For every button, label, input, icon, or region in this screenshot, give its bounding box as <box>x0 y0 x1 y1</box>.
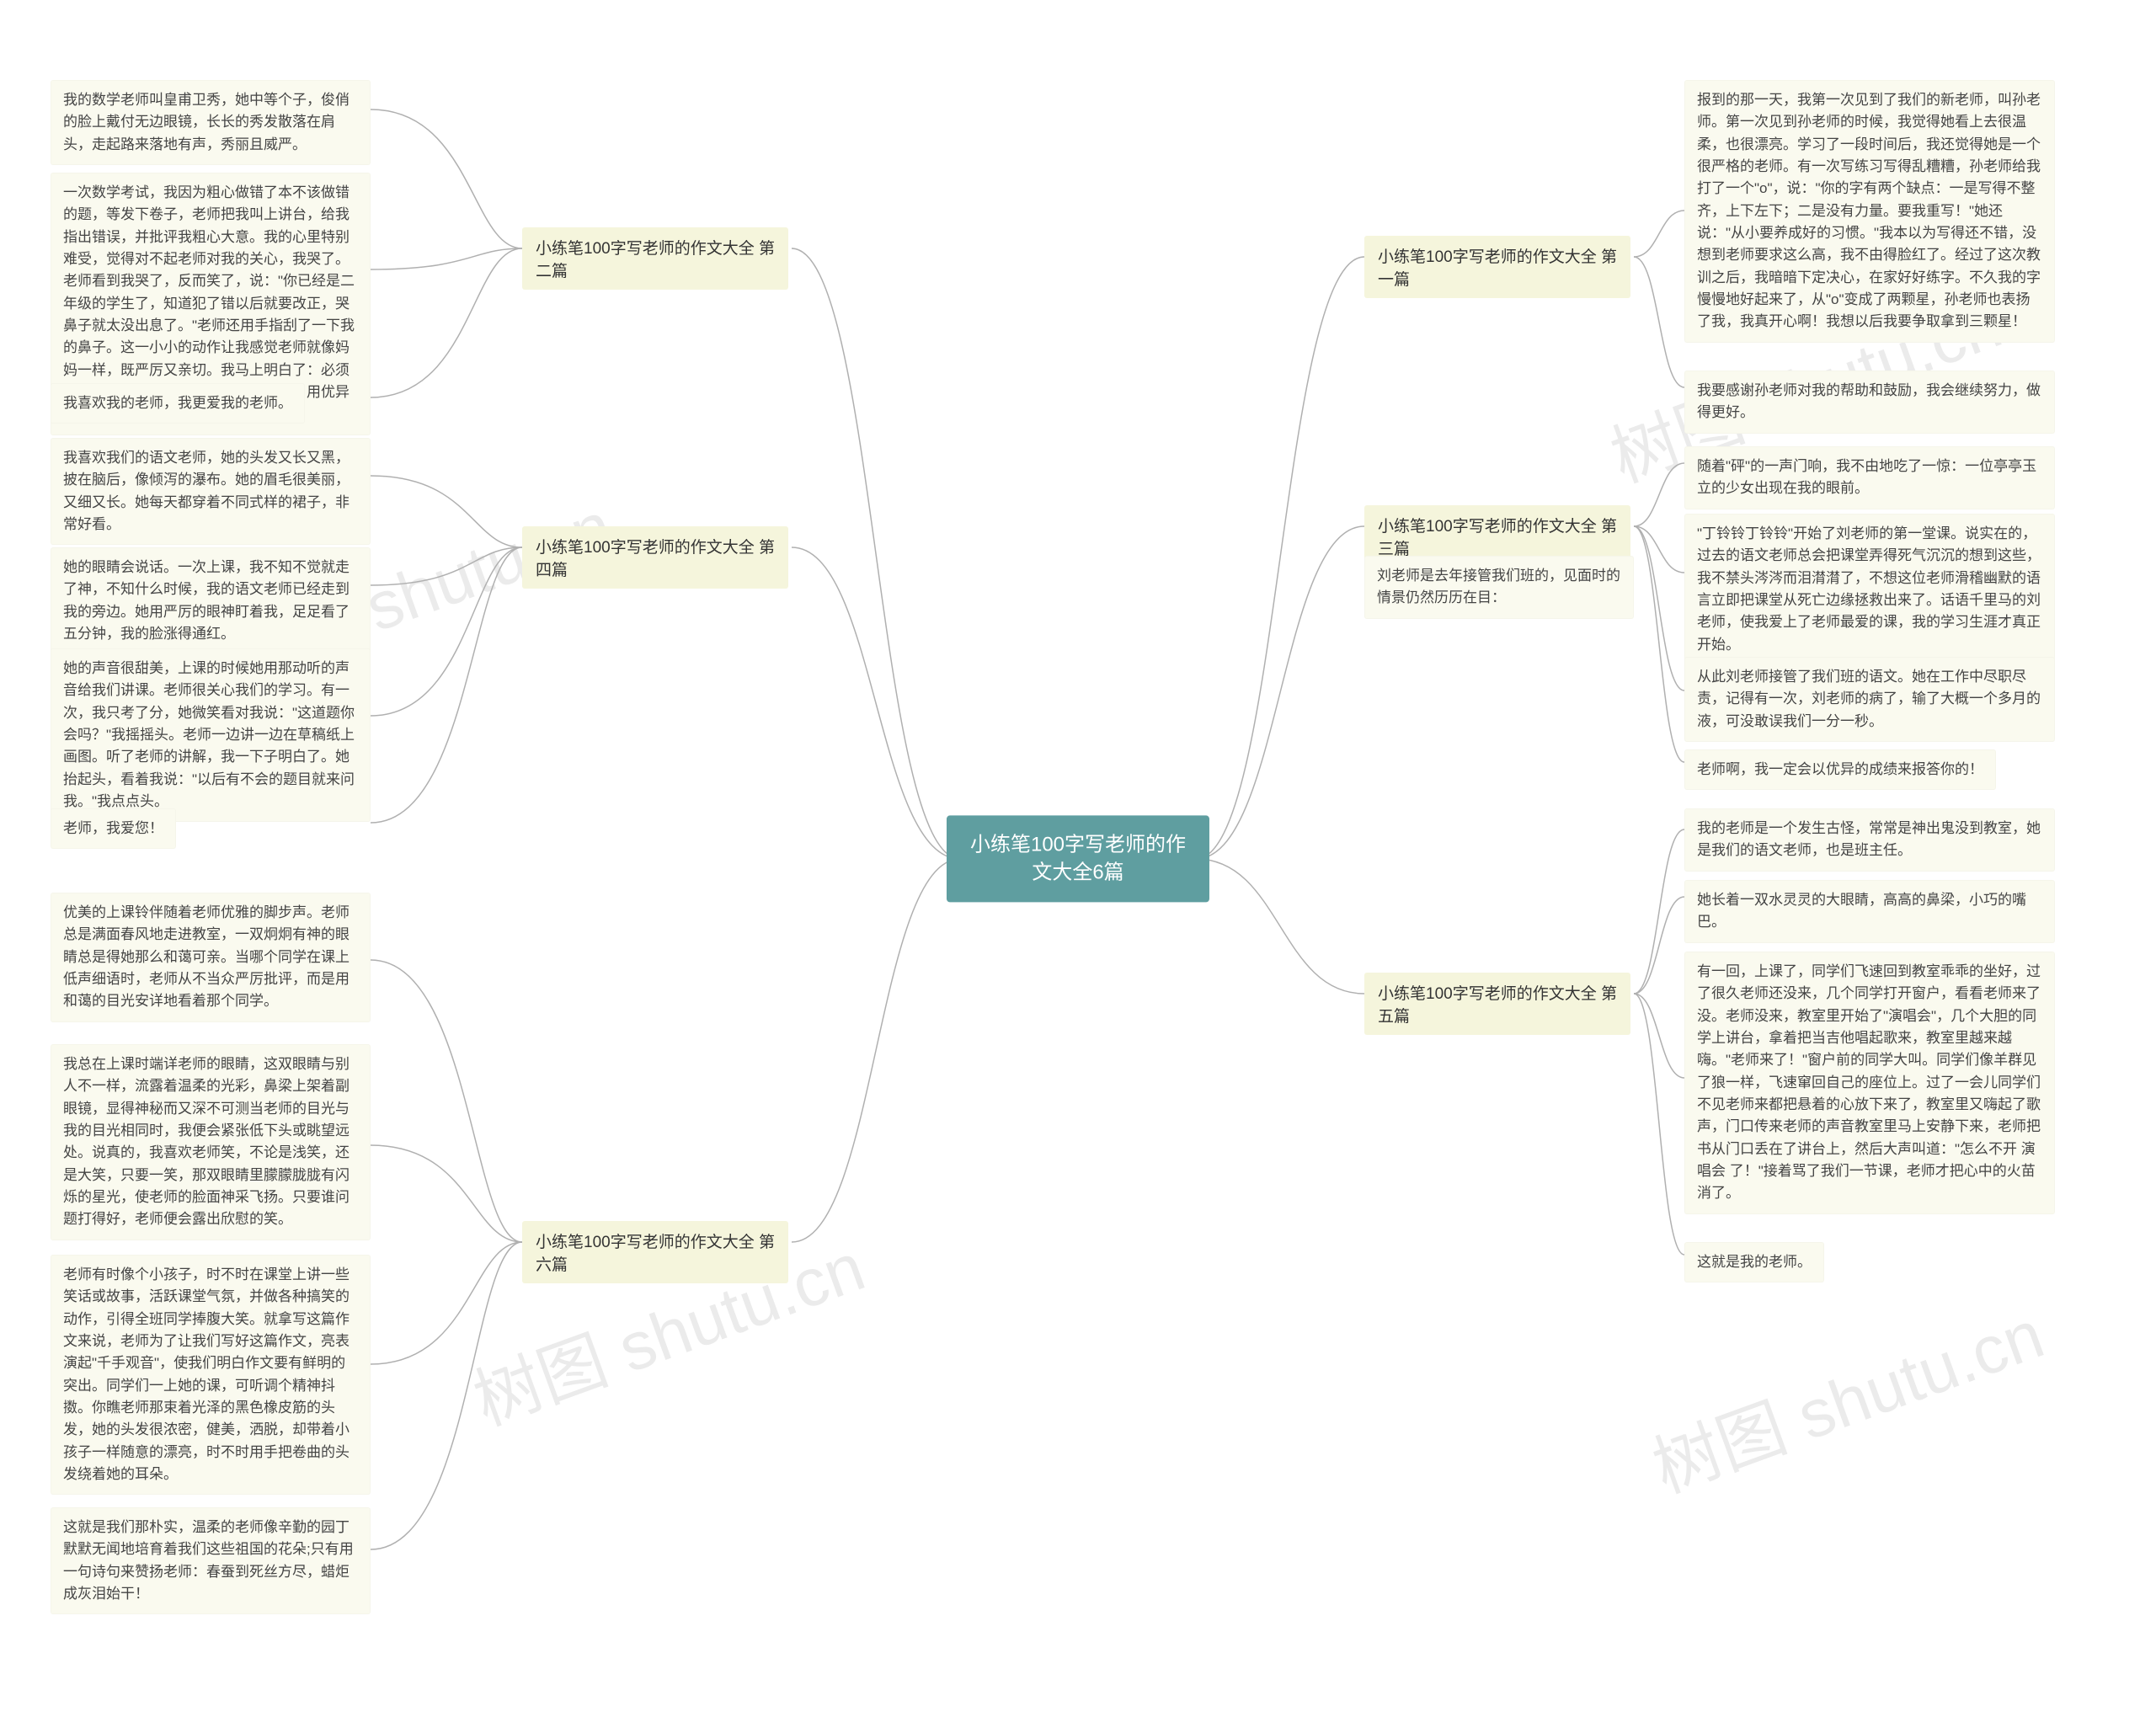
branch-4: 小练笔100字写老师的作文大全 第 四篇 <box>522 526 788 589</box>
leaf-b2-3: 我喜欢我的老师，我更爱我的老师。 <box>51 383 305 424</box>
leaf-b3-5: 老师啊，我一定会以优异的成绩来报答你的！ <box>1684 749 1996 790</box>
branch-2: 小练笔100字写老师的作文大全 第 二篇 <box>522 227 788 290</box>
leaf-b3-2: "丁铃铃丁铃铃"开始了刘老师的第一堂课。说实在的，过去的语文老师总会把课堂弄得死… <box>1684 514 2055 665</box>
branch-1: 小练笔100字写老师的作文大全 第 一篇 <box>1364 236 1630 298</box>
leaf-b6-2: 我总在上课时端详老师的眼睛，这双眼睛与别人不一样，流露着温柔的光彩，鼻梁上架着副… <box>51 1044 371 1240</box>
watermark: 树图 shutu.cn <box>1638 1281 2055 1512</box>
leaf-b4-1: 我喜欢我们的语文老师，她的头发又长又黑，披在脑后，像倾泻的瀑布。她的眉毛很美丽，… <box>51 438 371 545</box>
leaf-b5-2: 她长着一双水灵灵的大眼睛，高高的鼻梁，小巧的嘴巴。 <box>1684 880 2055 943</box>
leaf-b5-3: 有一回，上课了，同学们飞速回到教室乖乖的坐好，过了很久老师还没来，几个同学打开窗… <box>1684 952 2055 1214</box>
leaf-b1-2: 我要感谢孙老师对我的帮助和鼓励，我会继续努力，做得更好。 <box>1684 371 2055 434</box>
leaf-b1-1: 报到的那一天，我第一次见到了我们的新老师，叫孙老师。第一次见到孙老师的时候，我觉… <box>1684 80 2055 343</box>
leaf-b6-3: 老师有时像个小孩子，时不时在课堂上讲一些笑话或故事，活跃课堂气氛，并做各种搞笑的… <box>51 1255 371 1495</box>
leaf-b3-1: 随着"砰"的一声门响，我不由地吃了一惊：一位亭亭玉立的少女出现在我的眼前。 <box>1684 446 2055 509</box>
leaf-b5-4: 这就是我的老师。 <box>1684 1242 1824 1282</box>
center-node: 小练笔100字写老师的作 文大全6篇 <box>947 815 1209 902</box>
leaf-b4-3: 她的声音很甜美，上课的时候她用那动听的声音给我们讲课。老师很关心我们的学习。有一… <box>51 648 371 822</box>
branch-5: 小练笔100字写老师的作文大全 第 五篇 <box>1364 973 1630 1035</box>
leaf-b4-2: 她的眼睛会说话。一次上课，我不知不觉就走了神，不知什么时候，我的语文老师已经走到… <box>51 547 371 654</box>
leaf-b3-3: 刘老师是去年接管我们班的，见面时的情景仍然历历在目： <box>1364 556 1634 619</box>
leaf-b2-1: 我的数学老师叫皇甫卫秀，她中等个子，俊俏的脸上戴付无边眼镜，长长的秀发散落在肩头… <box>51 80 371 165</box>
center-title: 小练笔100字写老师的作 文大全6篇 <box>970 833 1186 884</box>
leaf-b6-4: 这就是我们那朴实，温柔的老师像辛勤的园丁默默无闻地培育着我们这些祖国的花朵;只有… <box>51 1507 371 1614</box>
leaf-b5-1: 我的老师是一个发生古怪，常常是神出鬼没到教室，她是我们的语文老师，也是班主任。 <box>1684 808 2055 872</box>
leaf-b3-4: 从此刘老师接管了我们班的语文。她在工作中尽职尽责，记得有一次，刘老师的病了，输了… <box>1684 657 2055 742</box>
leaf-b6-1: 优美的上课铃伴随着老师优雅的脚步声。老师总是满面春风地走进教室，一双炯炯有神的眼… <box>51 893 371 1022</box>
leaf-b4-4: 老师，我爱您！ <box>51 808 176 849</box>
branch-6: 小练笔100字写老师的作文大全 第 六篇 <box>522 1221 788 1283</box>
